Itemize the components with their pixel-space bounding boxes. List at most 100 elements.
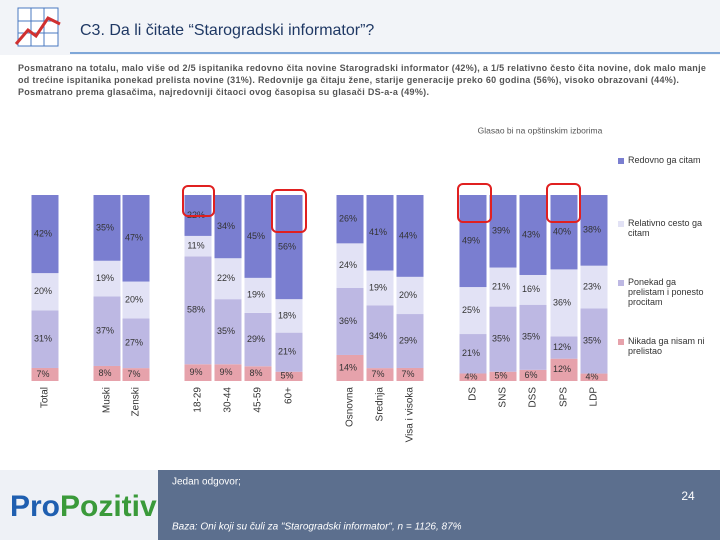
x-tick-label: Srednja [375, 387, 386, 422]
x-tick-label: SPS [559, 387, 570, 407]
value-label: 4% [464, 372, 477, 382]
bar-segment [336, 288, 364, 355]
bar-segment [519, 304, 547, 370]
bar-segment [459, 195, 487, 288]
value-label: 22% [217, 273, 235, 283]
x-tick-label: 60+ [284, 387, 295, 404]
value-label: 34% [369, 331, 387, 341]
value-label: 7% [127, 369, 140, 379]
bar-segment [336, 243, 364, 288]
value-label: 40% [553, 227, 571, 237]
value-label: 21% [462, 348, 480, 358]
bar-segment [31, 310, 59, 368]
value-label: 47% [125, 233, 143, 243]
bar-segment [122, 368, 150, 381]
legend-entry: Relativno cesto ga citam [618, 218, 708, 238]
value-label: 9% [189, 367, 202, 377]
value-label: 26% [339, 214, 357, 224]
value-label: 31% [34, 334, 52, 344]
highlight [546, 183, 581, 223]
bar-segment [550, 336, 578, 359]
x-tick-label: DS [468, 387, 479, 401]
bar-segment [396, 367, 424, 381]
value-label: 12% [553, 364, 571, 374]
logo: ProPozitiv [10, 490, 157, 523]
x-tick-label: Muski [102, 387, 113, 413]
bar-segment [93, 195, 121, 261]
bar-segment [214, 364, 242, 381]
value-label: 45% [247, 231, 265, 241]
legend-entry: Ponekad ga prelistam i ponesto procitam [618, 277, 708, 307]
x-tick-label: 45-59 [253, 387, 264, 413]
bar-segment [366, 368, 394, 381]
bar-segment [396, 314, 424, 368]
bar-segment [184, 364, 212, 381]
bar-segment [244, 312, 272, 367]
bar-segment [366, 305, 394, 369]
plot: 7% 31% 20% 42% Total 8% 37% 19% 35% Muski 7% 27% 20%… [31, 195, 608, 442]
bar-segment [580, 265, 608, 309]
bar-segment [336, 354, 364, 381]
bar-segment [519, 274, 547, 305]
value-label: 39% [492, 226, 510, 236]
bar-segment [519, 369, 547, 381]
value-label: 7% [371, 369, 384, 379]
footer-base: Baza: Oni koji su čuli za "Starogradski … [172, 522, 462, 533]
value-label: 35% [583, 335, 601, 345]
value-label: 21% [278, 347, 296, 357]
header-icon [14, 7, 61, 47]
bar-segment [489, 306, 517, 372]
bar-segment [244, 277, 272, 313]
bar-segment [275, 332, 303, 372]
value-label: 20% [399, 290, 417, 300]
value-label: 5% [494, 371, 507, 381]
bar-segment [580, 308, 608, 374]
bar-segment [275, 371, 303, 381]
annotation: Glasao bi na opštinskim izborima [478, 125, 603, 135]
value-label: 8% [249, 368, 262, 378]
bar-segment [244, 366, 272, 381]
x-tick-label: Zenski [131, 387, 142, 416]
title: C3. Da li čitate “Starogradski informato… [80, 22, 374, 39]
header-line [70, 52, 720, 54]
x-tick-label: 18-29 [193, 387, 204, 413]
x-tick-label: Total [40, 387, 51, 408]
value-label: 35% [96, 222, 114, 232]
bar-segment [275, 299, 303, 333]
value-label: 36% [553, 297, 571, 307]
highlight [271, 189, 307, 233]
value-label: 41% [369, 227, 387, 237]
bar-segment [214, 258, 242, 300]
footer-panel [158, 470, 720, 540]
value-label: 11% [187, 241, 204, 251]
bar-segment [459, 287, 487, 335]
bar-segment [396, 195, 424, 277]
bar-segment [93, 296, 121, 366]
value-label: 14% [339, 362, 357, 372]
value-label: 6% [524, 370, 537, 380]
bar-segment [214, 195, 242, 259]
value-label: 35% [492, 334, 510, 344]
bar-segment [184, 235, 212, 257]
value-label: 21% [492, 281, 510, 291]
legend-entry: Redovno ga citam [618, 155, 708, 165]
value-label: 25% [462, 305, 480, 315]
bar-segment [214, 299, 242, 365]
bar-segment [275, 195, 303, 300]
x-tick-label: SNS [498, 387, 509, 408]
value-label: 7% [401, 369, 414, 379]
x-tick-label: DSS [528, 387, 539, 408]
value-label: 4% [585, 372, 598, 382]
value-label: 20% [34, 286, 52, 296]
bar-segment [336, 195, 364, 244]
value-label: 58% [187, 305, 205, 315]
value-label: 36% [339, 316, 357, 326]
value-label: 38% [583, 225, 601, 235]
value-label: 27% [125, 338, 143, 348]
x-tick-label: Osnovna [345, 387, 356, 427]
bar-segment [550, 269, 578, 337]
bar-segment [459, 373, 487, 381]
value-label: 34% [217, 221, 235, 231]
legend-label: Nikada ga nisam ni prelistao [628, 336, 705, 356]
